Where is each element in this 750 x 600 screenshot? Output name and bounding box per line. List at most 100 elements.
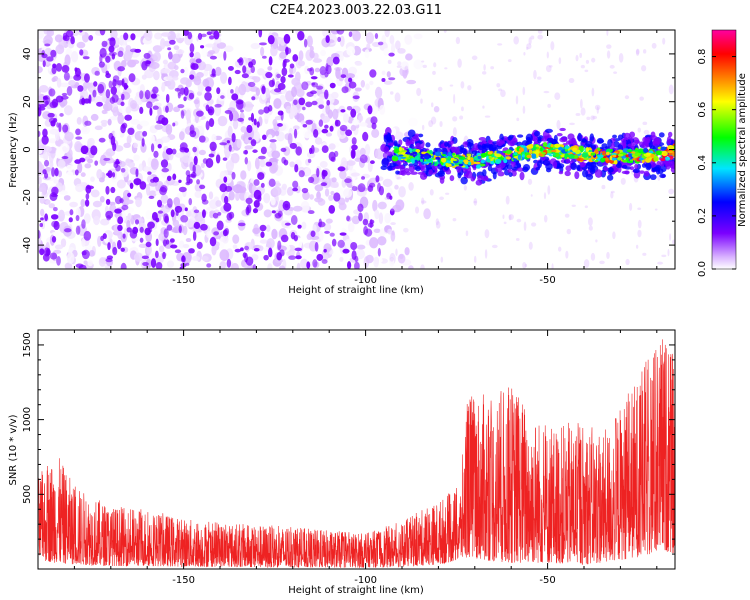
spectrogram-cell [592, 115, 598, 120]
spectrogram-cell [257, 172, 265, 180]
spectrogram-cell [547, 149, 552, 154]
spectrogram-cell [369, 219, 375, 225]
spectrogram-cell [336, 30, 345, 35]
spectrogram-cell [597, 154, 604, 158]
spectrogram-cell [61, 64, 70, 73]
spectrogram-cell [132, 142, 138, 149]
spectrogram-cell [505, 149, 512, 155]
spectrogram-cell [153, 150, 159, 158]
spectrogram-cell [64, 131, 74, 142]
spectrogram-cell [105, 185, 110, 195]
spectrogram-cell [434, 151, 442, 157]
spectrogram-cell [269, 164, 277, 174]
spectrogram-cell [215, 200, 222, 207]
spectrogram-cell [78, 264, 87, 269]
spectrogram-cell [655, 150, 662, 156]
spectrogram-cell [96, 101, 103, 107]
spectrogram-cell [200, 33, 207, 38]
spectrogram-cell [109, 115, 119, 121]
spectrogram-cell [345, 129, 353, 137]
spectrogram-cell [105, 148, 116, 157]
spectrogram-cell [311, 100, 318, 106]
spectrogram-cell [393, 148, 400, 154]
spectrogram-cell [596, 137, 604, 144]
spectrogram-cell [273, 98, 282, 109]
spectrogram-cell [498, 88, 503, 92]
spectrogram-cell [670, 160, 675, 169]
spectrogram-cell [497, 171, 505, 177]
spectrogram-cell [154, 124, 163, 130]
spectrogram-cell [398, 146, 403, 152]
spectrogram-cell [542, 141, 548, 148]
spectrogram-cell [64, 228, 72, 233]
spectrogram-cell [272, 186, 282, 197]
spectrogram-cell [595, 239, 598, 243]
spectrogram-cell [122, 189, 131, 200]
spectrogram-cell [488, 156, 493, 160]
spectrogram-cell [193, 221, 201, 230]
spectrogram-cell [155, 138, 164, 147]
spectrogram-cell [362, 218, 369, 226]
spectrogram-cell [338, 197, 346, 206]
spectrogram-cell [665, 160, 671, 170]
spectrogram-cell [379, 104, 386, 115]
spectrogram-cell [383, 48, 390, 56]
spectrogram-cell [443, 30, 447, 33]
spectrogram-cell [393, 140, 398, 147]
spectrogram-cell [177, 104, 185, 109]
spectrogram-cell [435, 156, 441, 160]
spectrogram-cell [500, 89, 506, 98]
spectrogram-cell [634, 139, 640, 144]
spectrogram-cell [484, 144, 492, 149]
spectrogram-cell [530, 35, 535, 40]
spectrogram-cell [352, 119, 360, 126]
spectrogram-cell [193, 99, 200, 105]
spectrogram-cell [610, 149, 614, 152]
spectrogram-cell [391, 42, 396, 55]
snr-y-label: SNR (10 * v/v) [8, 414, 19, 485]
spectrogram-cell [121, 204, 129, 211]
spectrogram-cell [196, 241, 203, 250]
spectrogram-cell [76, 41, 86, 49]
spectrogram-cell [231, 171, 236, 180]
spectrogram-cell [148, 195, 155, 200]
spectrogram-cell [252, 227, 261, 235]
spectrogram-cell [127, 161, 136, 168]
spectrogram-cell [193, 155, 198, 166]
spectrogram-cell [222, 235, 229, 244]
spectrogram-cell [260, 146, 267, 155]
spectrogram-cell [38, 130, 41, 138]
spectrogram-cell [306, 124, 312, 131]
spectrogram-cell [189, 43, 195, 53]
spectrogram-cell [88, 94, 92, 104]
spectrogram-cell [223, 202, 232, 212]
spectrogram-cell [98, 177, 105, 183]
spectrogram-cell [256, 121, 260, 128]
spectrogram-cell [160, 38, 166, 50]
spectrogram-cell [107, 118, 112, 126]
spectrogram-cell [235, 99, 244, 105]
spectrogram-cell [145, 183, 151, 196]
spectrogram-cell [320, 115, 331, 124]
spectrogram-cell [577, 132, 582, 142]
spectrogram-cell [622, 148, 630, 154]
spectrogram-cell [183, 96, 187, 102]
spectrogram-cell [653, 156, 659, 162]
spectrogram-cell [231, 93, 239, 101]
spectrogram-cell [198, 135, 206, 143]
spectrogram-cell [612, 154, 617, 158]
spectrogram-cell [632, 158, 637, 161]
spectrogram-cell [606, 30, 609, 36]
spectrogram-cell [507, 59, 512, 63]
spectrogram-cell [292, 180, 299, 189]
spectrogram-cell [112, 106, 119, 117]
spectrogram-cell [166, 175, 172, 182]
spectrogram-cell [214, 103, 222, 108]
spectrogram-cell [277, 240, 282, 251]
spectrogram-cell [394, 184, 399, 190]
spectrogram-cell [158, 233, 165, 241]
spectrogram-cell [39, 222, 44, 228]
spectrogram-cell [651, 42, 657, 49]
spectrogram-cell [371, 122, 377, 130]
spectrogram-cell [284, 222, 291, 226]
